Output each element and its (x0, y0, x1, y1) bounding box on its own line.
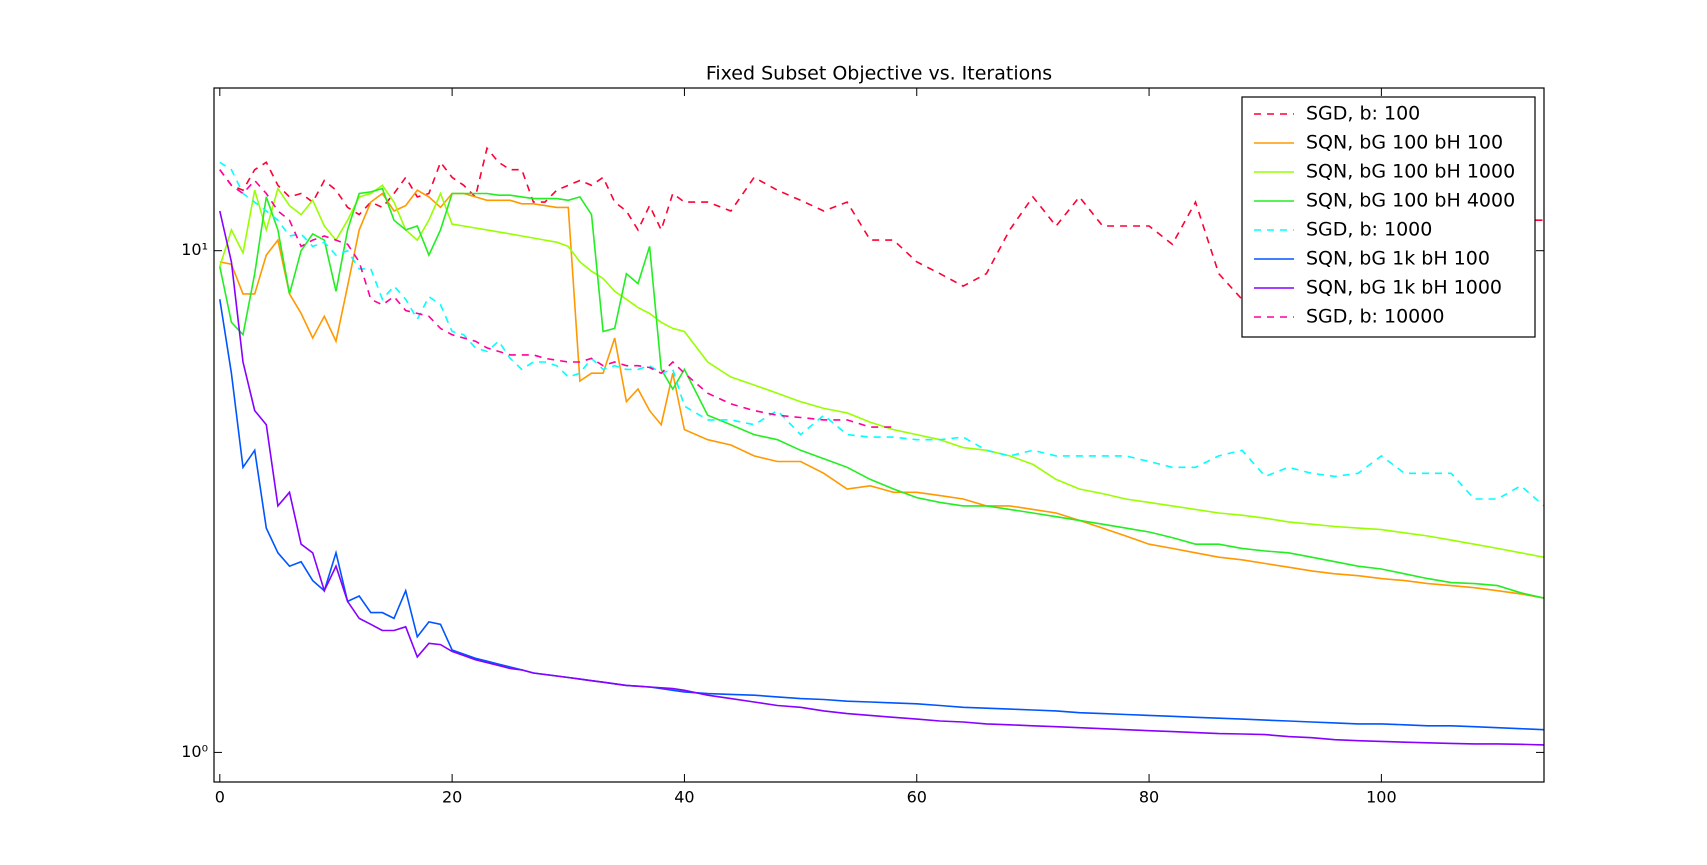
legend-label: SGD, b: 10000 (1306, 306, 1444, 328)
chart-title: Fixed Subset Objective vs. Iterations (706, 63, 1052, 85)
legend-label: SGD, b: 1000 (1306, 219, 1432, 241)
series-line (219, 169, 894, 428)
y-tick-label: 10⁰ (181, 742, 208, 761)
series-line (219, 184, 1544, 558)
series-line (219, 210, 1544, 746)
x-tick-label: 40 (674, 788, 694, 807)
legend-box (1241, 96, 1536, 338)
legend-label: SQN, bG 100 bH 4000 (1306, 190, 1515, 212)
legend-label: SQN, bG 1k bH 100 (1306, 248, 1490, 270)
plot-lines (219, 146, 1544, 746)
y-tick-label: 10¹ (181, 240, 208, 259)
x-tick-label: 100 (1366, 788, 1397, 807)
legend-label: SQN, bG 100 bH 1000 (1306, 161, 1515, 183)
series-line (219, 299, 1544, 731)
legend-label: SQN, bG 100 bH 100 (1306, 132, 1503, 154)
series-line (219, 187, 1544, 599)
legend-label: SQN, bG 1k bH 1000 (1306, 277, 1502, 299)
x-tick-label: 60 (907, 788, 927, 807)
legend-label: SGD, b: 100 (1306, 103, 1420, 125)
axes-frame (213, 87, 1545, 783)
x-tick-label: 20 (442, 788, 462, 807)
x-tick-label: 80 (1139, 788, 1159, 807)
x-tick-label: 0 (215, 788, 225, 807)
series-line (219, 189, 1544, 599)
series-line (219, 161, 1544, 507)
